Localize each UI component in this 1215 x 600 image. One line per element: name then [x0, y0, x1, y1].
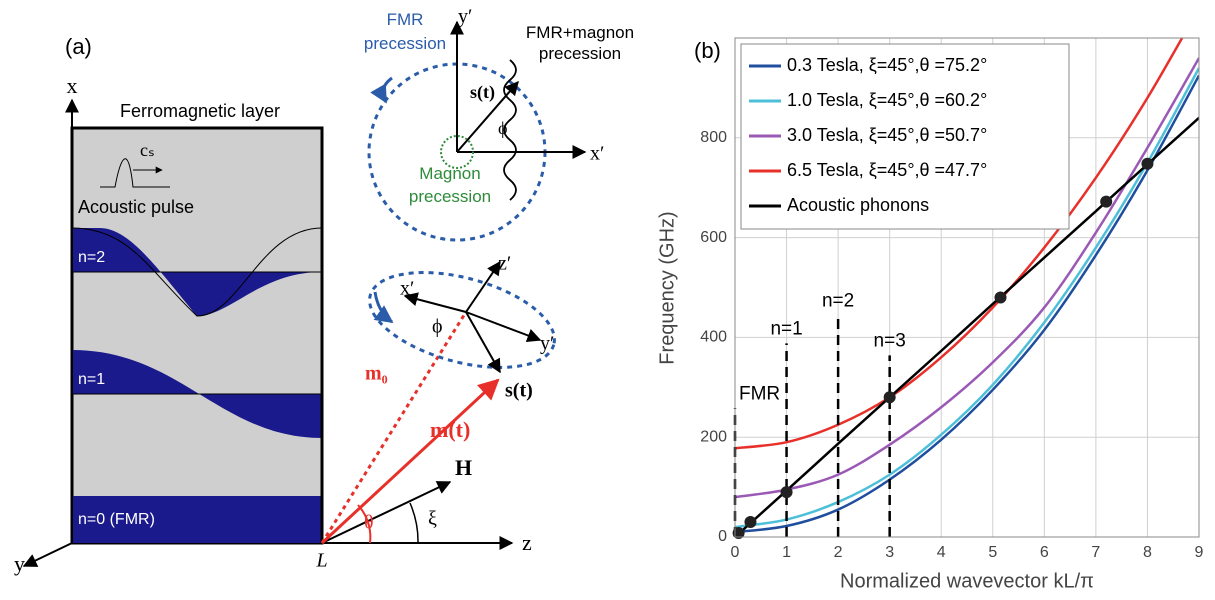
mode-label: n=3: [874, 330, 906, 351]
x-axis-label: Normalized wavevector kL/π: [840, 570, 1094, 592]
series-line: [735, 38, 1184, 450]
legend-label: 0.3 Tesla, ξ=45°,θ =75.2°: [787, 55, 987, 75]
legend-label: 1.0 Tesla, ξ=45°,θ =60.2°: [787, 90, 987, 110]
label-xp-top: x′: [590, 143, 604, 165]
s-top-arrow: [456, 80, 519, 153]
panel-b: (b) Normalized wavevector kL/π Frequency…: [656, 37, 1204, 592]
x-tick-label: 7: [1091, 544, 1100, 561]
legend-label: Acoustic phonons: [787, 195, 929, 215]
s-arrow: [465, 311, 501, 374]
legend-label: 3.0 Tesla, ξ=45°,θ =50.7°: [787, 125, 987, 145]
x-tick-label: 4: [937, 544, 946, 561]
label-m0: m₀: [365, 363, 388, 385]
fmr-label: FMR precession: [363, 10, 447, 53]
label-y: y: [14, 551, 25, 576]
x-tick-label: 8: [1143, 544, 1152, 561]
intersection-marker: [883, 391, 896, 404]
legend-box: [740, 43, 1070, 230]
magnon-circle: [440, 135, 474, 169]
x-tick-label: 5: [988, 544, 997, 561]
xi-arc: [409, 502, 419, 544]
panel-label: (a): [65, 34, 92, 59]
label-yp-top: y′: [458, 6, 472, 28]
intersection-marker: [780, 486, 793, 499]
mode-label: n=2: [822, 290, 854, 311]
label-theta: θ: [364, 512, 374, 534]
precession-arrow: [370, 76, 393, 104]
label-L: L: [315, 550, 327, 572]
y-tick-label: 600: [700, 229, 727, 246]
label-s-top: s(t): [470, 82, 495, 103]
label-H: H: [455, 455, 472, 480]
label-xp: x′: [400, 278, 414, 300]
series-line: [735, 67, 1199, 529]
panel-a: (a) x y z Ferromagnetic layer cₛ Acousti…: [14, 6, 635, 576]
label-s: s(t): [505, 380, 533, 402]
x-tick-label: 1: [782, 544, 791, 561]
y-axis-label: Frequency (GHz): [656, 211, 678, 364]
x-tick-label: 0: [731, 544, 740, 561]
mode-label: n=0 (FMR): [78, 511, 155, 528]
magnon-wave: [503, 59, 517, 201]
x-tick-label: 9: [1195, 544, 1204, 561]
precession-arrow: [373, 291, 394, 324]
m0-line: [320, 311, 468, 544]
label-cs: cₛ: [140, 140, 155, 160]
panel-label: (b): [694, 38, 721, 63]
m-arrow: [320, 378, 500, 545]
x-tick-label: 2: [834, 544, 843, 561]
label-phi: ϕ: [432, 316, 443, 338]
mode-2-line: [71, 227, 323, 317]
y-tick-label: 200: [700, 428, 727, 445]
xp-arrow: [403, 292, 467, 313]
label-x: x: [67, 73, 78, 98]
fmr-box: FMR precession: [363, 10, 447, 53]
legend-label: 6.5 Tesla, ξ=45°,θ =47.7°: [787, 160, 987, 180]
series-line: [735, 57, 1199, 499]
intersection-marker: [994, 291, 1007, 304]
magnon-label: Magnon precession: [408, 164, 492, 206]
label-phi-top: ϕ: [498, 118, 507, 138]
h-arrow: [321, 481, 452, 544]
intersection-marker: [732, 527, 745, 540]
label-z: z: [522, 530, 532, 555]
ellipse-bottom: [368, 271, 556, 369]
mode-label: n=2: [78, 249, 105, 266]
y-tick-label: 400: [700, 329, 727, 346]
pulse: [100, 158, 170, 188]
layer: [70, 126, 324, 545]
label-yp: y′: [540, 333, 554, 355]
fmr-magnon-label: FMR+magnon precession: [525, 23, 635, 63]
series-line: [735, 116, 1199, 537]
intersection-marker: [1100, 195, 1113, 208]
magnon-box: Magnon precession: [408, 164, 492, 206]
yp-arrow: [465, 311, 542, 343]
plot-frame: [734, 37, 1200, 538]
x-tick-label: 6: [1040, 544, 1049, 561]
plot-clip: [735, 38, 1199, 537]
label-m: m(t): [430, 417, 470, 442]
label-xi: ξ: [428, 508, 437, 530]
fmr-magnon-box: FMR+magnon precession: [525, 23, 635, 63]
theta-arc: [357, 504, 372, 544]
zp-arrow: [465, 260, 501, 313]
y-axis: [22, 542, 73, 567]
layer-label: Ferromagnetic layer: [120, 101, 280, 121]
mode-label: n=1: [770, 318, 802, 339]
pulse-label: Acoustic pulse: [78, 197, 194, 217]
mode-label: n=1: [78, 371, 105, 388]
y-tick-label: 800: [700, 129, 727, 146]
y-tick-label: 0: [718, 528, 727, 545]
x-tick-label: 3: [885, 544, 894, 561]
mode-0: [72, 496, 322, 543]
series-line: [735, 74, 1199, 534]
mode-label: FMR: [739, 383, 780, 404]
label-zp: z′: [498, 253, 511, 275]
intersection-marker: [744, 516, 757, 529]
layer-border: [72, 126, 324, 543]
intersection-marker: [1141, 157, 1154, 170]
